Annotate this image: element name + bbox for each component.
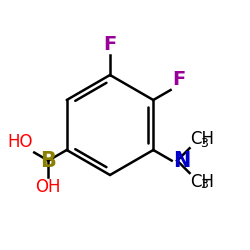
Text: HO: HO [8, 133, 33, 151]
Text: CH: CH [190, 130, 214, 148]
Text: CH: CH [190, 174, 214, 192]
Text: OH: OH [36, 178, 61, 196]
Text: N: N [173, 150, 190, 171]
Text: F: F [172, 70, 185, 89]
Text: B: B [40, 150, 56, 171]
Text: F: F [104, 35, 117, 54]
Text: 3: 3 [200, 178, 207, 192]
Text: 3: 3 [200, 137, 207, 150]
